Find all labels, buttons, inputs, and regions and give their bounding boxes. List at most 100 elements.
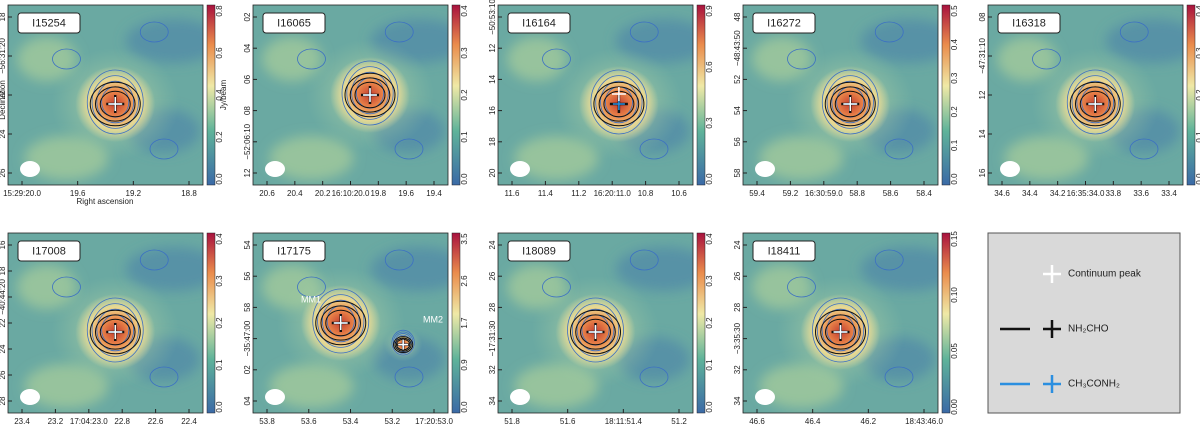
map (498, 5, 693, 185)
y-tick-label: 24 (488, 240, 497, 249)
x-tick-label: 11.2 (571, 189, 587, 198)
x-tick-label: 23.4 (14, 417, 30, 426)
map (253, 5, 448, 185)
x-tick-label: 19.4 (426, 189, 442, 198)
colorbar-tick-label: 0.3 (705, 275, 714, 287)
contour-ch3conh2 (312, 288, 370, 354)
y-tick-label: 12 (488, 43, 497, 52)
contour-ch3conh2 (600, 80, 638, 124)
x-tick-label: 23.2 (48, 417, 64, 426)
y-tick-label: 32 (733, 365, 742, 374)
x-tick-label: 10.8 (638, 189, 654, 198)
colorbar-tick-label: 0.1 (705, 359, 714, 371)
colorbar-tick-label: 0.1 (215, 359, 224, 371)
x-tick-label: 16:35:34.0 (1067, 189, 1105, 198)
haze-blob (615, 247, 693, 291)
map (743, 5, 938, 185)
colorbar-tick-label: 0.2 (215, 317, 224, 329)
y-tick-label: 54 (243, 240, 252, 249)
annotation: MM2 (423, 314, 443, 324)
haze-blob (125, 247, 203, 291)
y-tick-label: −52:06:10 (243, 123, 252, 159)
contour-nh2cho (580, 318, 611, 346)
colorbar (451, 4, 461, 186)
y-tick-label: 16 (978, 168, 987, 177)
colorbar-tick-label: 0.10 (950, 287, 959, 303)
colorbar-tick-label: 0.15 (950, 231, 959, 247)
x-tick-label: 51.2 (671, 417, 687, 426)
colorbar-tick-label: 0.2 (705, 317, 714, 329)
contour-ch3conh2 (149, 366, 179, 388)
contour-ch3conh2 (52, 276, 81, 298)
haze-blob (997, 37, 1057, 81)
haze-blob (269, 136, 354, 180)
x-tick-label: 58.4 (916, 189, 932, 198)
x-tick-label: 46.4 (805, 417, 821, 426)
map (498, 233, 693, 413)
colorbar-tick-label: 0.3 (950, 72, 959, 84)
y-tick-label: 04 (243, 43, 252, 52)
y-tick-label: 02 (243, 365, 252, 374)
x-tick-label: 16:30:59.0 (805, 189, 843, 198)
colorbar-tick-label: 0.0 (705, 173, 714, 185)
x-tick-label: 34.2 (1050, 189, 1066, 198)
colorbar-tick-label: 0.1 (460, 131, 469, 143)
panel: I18411 0.00 0.05 0.10 0.15 24 26 28 −3:35:30 32 34… (733, 231, 959, 426)
contour-ch3conh2 (346, 66, 394, 120)
label-box (262, 240, 326, 262)
contour-ch3conh2 (542, 276, 571, 298)
contour-nh2cho (1079, 90, 1111, 118)
colorbar (941, 232, 951, 414)
x-tick-label: 11.6 (505, 189, 521, 198)
colorbar-tick-label: 0.5 (950, 5, 959, 17)
contour-ch3conh2 (884, 366, 914, 388)
y-tick-label: 58 (243, 302, 252, 311)
contour-ch3conh2 (1076, 80, 1115, 124)
annotation: MM1 (301, 294, 321, 304)
beam (1000, 161, 1020, 177)
colorbar-tick-label: 0.0 (215, 401, 224, 413)
beam (265, 389, 285, 405)
y-tick-label: 16 (488, 106, 497, 115)
legend-label: Continuum peak (1068, 269, 1142, 280)
panel: I16318 0.0 0.1 0.2 0.3 0.4 08 −47:31:10 12 14 16 34… (978, 4, 1200, 198)
colorbar-tick-label: 0.0 (460, 401, 469, 413)
colorbar-tick-label: 0.6 (215, 47, 224, 59)
frame (742, 232, 939, 414)
colorbar (206, 4, 216, 186)
colorbar (1186, 4, 1196, 186)
colorbar-tick-label: 0.3 (215, 275, 224, 287)
beam (755, 389, 775, 405)
legend: Continuum peak NH₂CHO CH₃CONH₂ (1000, 265, 1142, 393)
contour-nh2cho (1074, 86, 1116, 122)
panel-label: I15254 (32, 17, 66, 29)
contour-ch3conh2 (639, 366, 669, 388)
colorbar-tick-label: 0.2 (950, 106, 959, 118)
x-tick-label: 33.4 (1161, 189, 1177, 198)
contour-ch3conh2 (812, 297, 869, 363)
x-tick-label: 18.8 (181, 189, 197, 198)
y-tick-label: 22 (0, 90, 7, 99)
contour-ch3conh2 (139, 21, 169, 43)
y-tick-label: 26 (0, 168, 7, 177)
beam (20, 161, 40, 177)
label-box (507, 240, 571, 262)
panel: I16065 0.0 0.1 0.2 0.3 0.4 02 04 06 08 −52:06:10 12… (243, 4, 469, 198)
y-tick-label: −56:31:20 (0, 38, 7, 74)
panel: I17008 0.0 0.1 0.2 0.3 0.4 16 18 −40:44:20 22 24 26… (0, 232, 224, 426)
x-tick-label: 17:04:23.0 (70, 417, 108, 426)
x-tick-label: 11.4 (538, 189, 554, 198)
y-tick-label: 28 (488, 302, 497, 311)
label-box (262, 12, 326, 34)
y-tick-label: −47:31:10 (978, 38, 987, 74)
colorbar-tick-label: 0.4 (215, 89, 224, 101)
contour-ch3conh2 (86, 297, 144, 363)
x-tick-label: 20.2 (315, 189, 331, 198)
beam (265, 161, 285, 177)
contour-ch3conh2 (96, 80, 135, 124)
contour-ch3conh2 (384, 249, 414, 271)
contour-ch3conh2 (874, 249, 904, 271)
contour-nh2cho (99, 318, 131, 346)
y-tick-label: −40:44:20 (0, 279, 7, 315)
y-tick-label: −50:53:10 (488, 0, 497, 35)
